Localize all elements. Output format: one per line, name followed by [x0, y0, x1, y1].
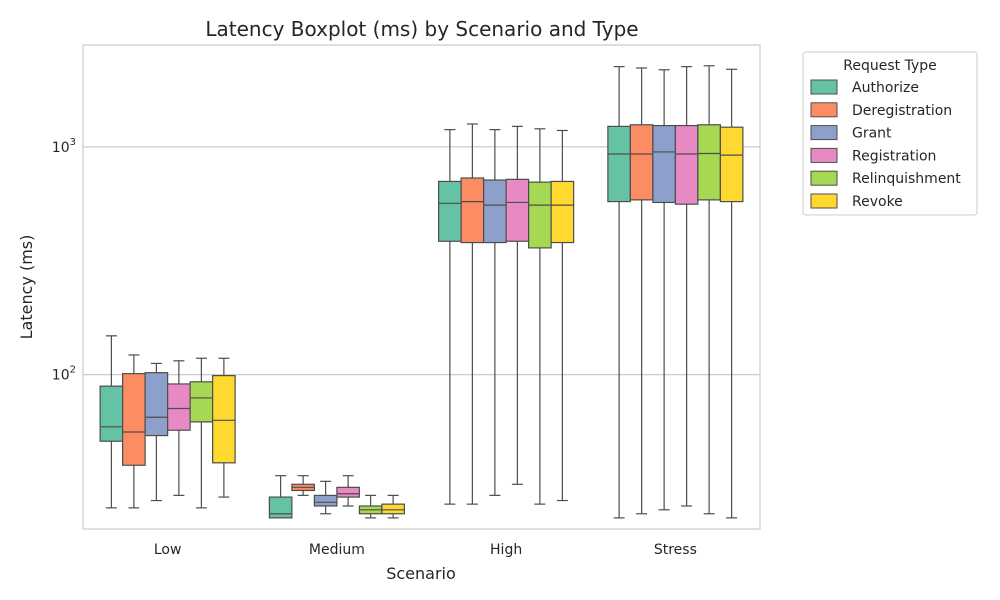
box-authorize-medium: [268, 475, 293, 519]
box-authorize-stress: [607, 66, 631, 519]
x-tick-label-low: Low: [154, 542, 182, 558]
box-revoke-high: [550, 129, 575, 502]
box-groups: [99, 65, 744, 519]
box-grant-medium: [313, 480, 338, 515]
box-iqr: [652, 124, 676, 204]
y-axis-title: Latency (ms): [17, 235, 36, 340]
box-iqr: [189, 381, 214, 423]
legend-label-authorize: Authorize: [852, 80, 919, 96]
legend-label-revoke: Revoke: [852, 194, 903, 210]
box-revoke-low: [212, 357, 236, 498]
box-registration-low: [167, 360, 191, 496]
box-deregistration-low: [122, 354, 146, 509]
legend-frame: [802, 51, 978, 216]
box-iqr: [99, 385, 124, 442]
legend-swatch-revoke: [810, 193, 838, 209]
box-iqr: [460, 177, 485, 244]
legend-items: Authorize Deregistration Grant Registration…: [810, 79, 961, 210]
box-relinquishment-high: [528, 128, 552, 505]
box-revoke-stress: [719, 68, 744, 519]
box-iqr: [528, 181, 552, 249]
legend-swatch-deregistration: [810, 102, 838, 118]
x-tick-label-high: High: [490, 542, 522, 558]
legend-label-relinquishment: Relinquishment: [852, 171, 961, 187]
box-grant-low: [144, 362, 169, 502]
box-iqr: [336, 486, 360, 498]
legend-swatch-relinquishment: [810, 170, 838, 186]
box-iqr: [167, 383, 191, 431]
legend-label-registration: Registration: [852, 148, 936, 164]
box-grant-stress: [652, 69, 676, 511]
legend-swatch-authorize: [810, 79, 838, 95]
plot-area-frame: [82, 44, 761, 530]
legend: Request Type Authorize Deregistration Gran…: [802, 51, 978, 216]
box-registration-high: [505, 125, 530, 485]
x-axis-title: Scenario: [386, 564, 456, 583]
box-iqr: [144, 372, 169, 437]
box-authorize-low: [99, 335, 124, 509]
box-deregistration-high: [460, 123, 485, 505]
box-iqr: [313, 494, 338, 507]
x-tick-label-medium: Medium: [309, 542, 365, 558]
box-iqr: [550, 180, 575, 244]
box-iqr: [697, 124, 721, 201]
legend-swatch-registration: [810, 147, 838, 163]
legend-label-grant: Grant: [852, 126, 892, 142]
box-registration-medium: [336, 475, 360, 507]
box-iqr: [483, 179, 507, 244]
box-deregistration-stress: [629, 67, 654, 515]
box-iqr: [719, 126, 744, 203]
box-iqr: [122, 373, 146, 466]
box-iqr: [438, 180, 462, 242]
y-tick-label-100: 102: [52, 365, 76, 384]
box-iqr: [268, 496, 293, 519]
legend-title: Request Type: [843, 58, 936, 74]
box-iqr: [381, 503, 405, 515]
box-relinquishment-low: [189, 357, 214, 509]
legend-label-deregistration: Deregistration: [852, 103, 952, 119]
box-revoke-medium: [381, 494, 405, 519]
box-relinquishment-medium: [358, 494, 383, 519]
box-registration-stress: [674, 66, 699, 507]
x-tick-label-stress: Stress: [654, 542, 697, 558]
box-iqr: [505, 178, 530, 242]
box-relinquishment-stress: [697, 65, 721, 515]
box-grant-high: [483, 129, 507, 496]
box-iqr: [212, 375, 236, 464]
box-iqr: [674, 124, 699, 205]
y-axis-tick-labels: 102 103: [52, 137, 76, 384]
legend-swatch-grant: [810, 125, 838, 141]
box-authorize-high: [438, 129, 462, 505]
box-iqr: [607, 125, 631, 203]
chart-title: Latency Boxplot (ms) by Scenario and Typ…: [205, 17, 638, 41]
box-deregistration-medium: [291, 475, 315, 496]
x-axis-tick-labels: Low Medium High Stress: [154, 542, 697, 558]
box-iqr: [629, 124, 654, 201]
y-tick-label-1000: 103: [52, 137, 76, 156]
